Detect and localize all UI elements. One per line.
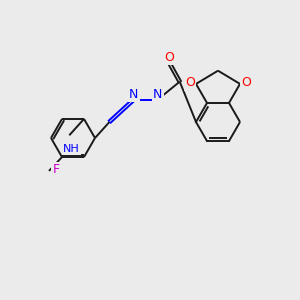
Text: N: N [129,88,138,101]
Text: F: F [52,164,60,176]
Text: N: N [153,88,162,101]
Text: O: O [241,76,251,89]
Text: O: O [164,51,174,64]
Text: NH: NH [63,144,80,154]
Text: O: O [185,76,195,89]
